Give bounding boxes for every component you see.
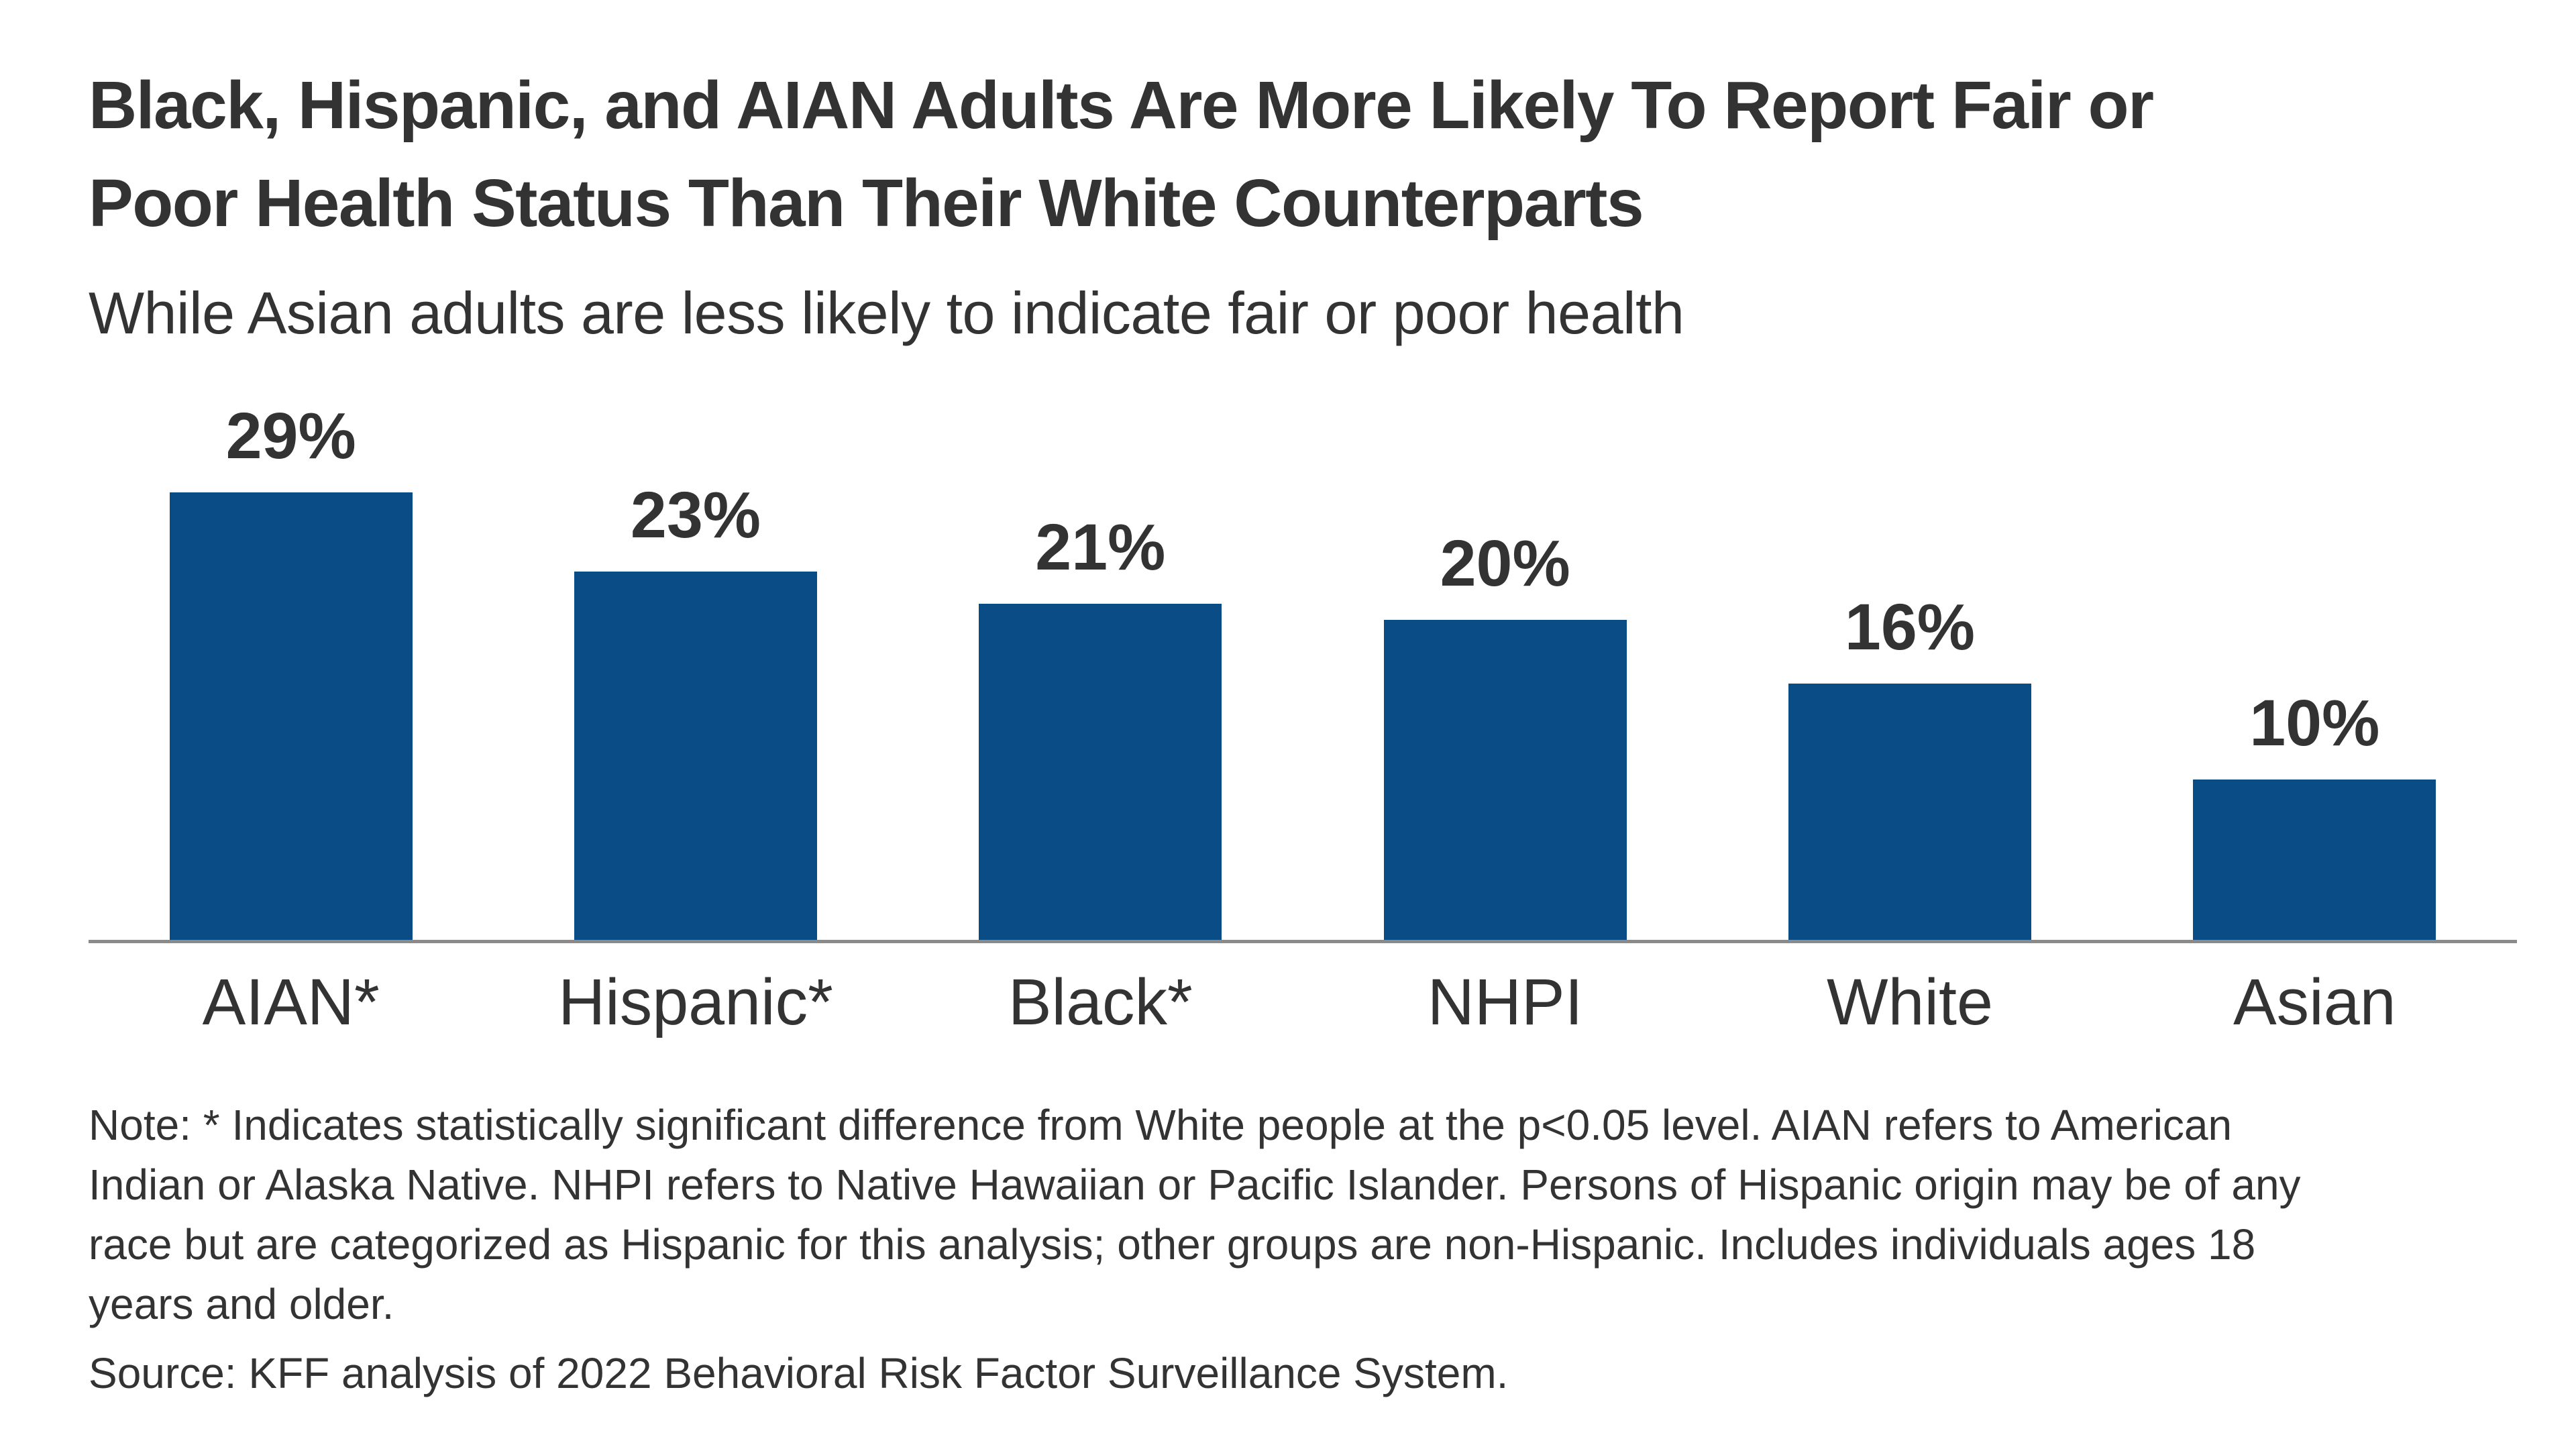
bar-column: 21%: [898, 403, 1303, 941]
bar-value-label: 21%: [1035, 511, 1166, 584]
bar: [2193, 780, 2436, 941]
bar: [169, 492, 413, 941]
bar-value-label: 10%: [2249, 686, 2380, 760]
page-title: Black, Hispanic, and AIAN Adults Are Mor…: [89, 56, 2517, 252]
x-axis-label: Asian: [2233, 965, 2396, 1039]
bar-column: 23%: [493, 403, 898, 941]
page-title-line: Black, Hispanic, and AIAN Adults Are Mor…: [89, 68, 2154, 143]
chart-subtitle: While Asian adults are less likely to in…: [89, 280, 1684, 346]
bar-value-label: 29%: [225, 399, 356, 473]
bar: [1383, 620, 1627, 941]
page-title-line: Poor Health Status Than Their White Coun…: [89, 166, 1644, 241]
bar-column: 20%: [1303, 403, 1707, 941]
bar-value-label: 16%: [1844, 590, 1976, 664]
bar-column: 29%: [89, 399, 493, 941]
x-axis-line: [89, 940, 2517, 944]
x-axis-labels: AIAN* Hispanic* Black* NHPI White Asian: [89, 963, 2517, 1041]
bar-chart: 29% 23% 21% 20% 16% 10%: [89, 399, 2517, 941]
note-line: Note: * Indicates statistically signific…: [89, 1100, 2233, 1149]
bar: [1788, 684, 2031, 941]
bar-value-label: 23%: [630, 478, 761, 552]
bar: [574, 572, 817, 941]
x-axis-label: AIAN*: [202, 965, 380, 1039]
bar-column: 16%: [1707, 403, 2112, 941]
source-text: Source: KFF analysis of 2022 Behavioral …: [89, 1348, 1509, 1397]
x-axis-label: Black*: [1008, 965, 1193, 1039]
x-axis-label: White: [1827, 965, 1993, 1039]
note-line: Indian or Alaska Native. NHPI refers to …: [89, 1160, 2301, 1209]
note-line: years and older.: [89, 1279, 394, 1328]
bar: [979, 604, 1222, 941]
note-line: race but are categorized as Hispanic for…: [89, 1220, 2256, 1269]
note-text: Note: * Indicates statistically signific…: [89, 1095, 2517, 1334]
x-axis-label: NHPI: [1427, 965, 1583, 1039]
bar-value-label: 20%: [1440, 527, 1570, 600]
x-axis-label: Hispanic*: [558, 965, 833, 1039]
bar-column: 10%: [2112, 403, 2517, 941]
